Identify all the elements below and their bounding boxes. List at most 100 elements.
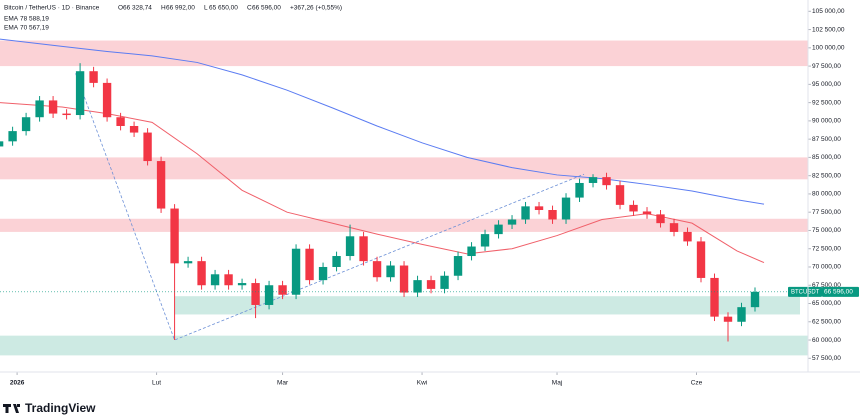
candle-body [129, 125, 139, 133]
symbol: Bitcoin / TetherUS · 1D · Binance [4, 5, 100, 12]
candle-body [548, 210, 557, 220]
y-tick-label: 97 500,00 [812, 63, 841, 70]
zone [0, 218, 808, 232]
ohlc-key: O [118, 5, 123, 12]
candle-body [210, 274, 220, 286]
candle-body [345, 236, 355, 257]
indicator-value: 70 567,19 [20, 25, 49, 32]
y-tick-label: 100 000,00 [812, 45, 845, 52]
candle-body [372, 261, 382, 278]
x-tick-label: Kwi [417, 380, 427, 387]
candle-body [561, 197, 571, 220]
candle-body [386, 265, 395, 278]
indicator-name: EMA [4, 25, 19, 32]
candle-body [413, 280, 422, 293]
candle-body [642, 211, 652, 215]
x-tick-label: Cze [691, 380, 703, 387]
y-tick-label: 102 500,00 [812, 26, 845, 33]
candle-body [750, 291, 760, 308]
branding: TradingView [3, 401, 96, 415]
ohlc-value: 66 992,00 [166, 5, 195, 12]
y-tick-label: 77 500,00 [812, 209, 841, 216]
candle-body [494, 224, 503, 235]
candle-body [399, 265, 409, 293]
candle-body [156, 161, 166, 209]
y-tick-label: 80 000,00 [812, 191, 841, 198]
candle-body [197, 261, 206, 286]
y-tick-label: 82 500,00 [812, 172, 841, 179]
candle-body [669, 223, 679, 232]
candle-body [102, 82, 112, 118]
y-tick-label: 105 000,00 [812, 8, 845, 15]
y-tick-label: 57 500,00 [812, 355, 841, 362]
candle-body [480, 234, 490, 247]
candle-body [359, 236, 368, 262]
candle-body [264, 285, 274, 305]
candle-body [710, 277, 719, 317]
candle-body [224, 274, 233, 286]
y-tick-label: 90 000,00 [812, 118, 841, 125]
ohlc-value: 66 328,74 [123, 5, 152, 12]
ema-line [0, 102, 765, 264]
candle-body [89, 71, 98, 83]
brand-name: TradingView [25, 401, 96, 415]
candle-body [8, 131, 17, 142]
candle-body [588, 177, 598, 183]
symbol-tag [788, 286, 822, 297]
y-tick-label: 60 000,00 [812, 337, 841, 344]
indicator-value: 78 588,19 [20, 16, 49, 23]
indicator-name: EMA [4, 16, 19, 23]
candle-body [615, 185, 625, 205]
y-tick-label: 92 500,00 [812, 99, 841, 106]
x-tick-label: Mar [277, 380, 289, 387]
y-tick-label: 85 000,00 [812, 154, 841, 161]
candle-body [656, 214, 665, 224]
candle-body [143, 132, 152, 162]
candle-body [696, 241, 706, 278]
ohlc-key: H [161, 5, 166, 12]
candle-body [602, 177, 611, 186]
y-tick-label: 67 500,00 [812, 282, 841, 289]
y-tick-label: 65 000,00 [812, 300, 841, 307]
candle-body [723, 316, 733, 322]
candle-body [629, 204, 638, 212]
y-tick-label: 70 000,00 [812, 264, 841, 271]
candle-body [507, 219, 517, 225]
y-tick-label: 95 000,00 [812, 81, 841, 88]
candle-body [183, 261, 193, 264]
candle-body [683, 231, 692, 242]
x-tick-label: Lut [152, 380, 161, 387]
candle-body [0, 141, 4, 147]
ema-line [0, 38, 765, 205]
change: +367,26 (+0,55%) [290, 5, 342, 12]
candle-body [291, 248, 301, 295]
candle-body [575, 182, 584, 198]
candle-body [426, 280, 436, 289]
candle-body [467, 246, 476, 257]
x-tick-label: Maj [552, 380, 562, 387]
price-tag-text: 66 596,00 [824, 289, 853, 296]
candle-body [75, 71, 85, 116]
zone [0, 157, 808, 180]
x-tick-label: 2026 [10, 380, 25, 387]
zone [174, 296, 800, 315]
candle-body [237, 283, 247, 286]
candle-body [21, 117, 31, 132]
candle-body [318, 266, 328, 281]
ohlc-key: L [204, 5, 208, 12]
candle-body [453, 256, 463, 276]
candle-body [278, 285, 287, 295]
ohlc-key: C [247, 5, 252, 12]
candle-body [440, 275, 449, 289]
candle-body [521, 206, 530, 220]
candle-body [62, 113, 71, 116]
candle-body [534, 206, 544, 211]
zone [0, 40, 808, 67]
logo [3, 404, 20, 413]
y-tick-label: 87 500,00 [812, 136, 841, 143]
candle-body [332, 256, 341, 267]
zone [0, 335, 808, 356]
ohlc-value: 66 596,00 [252, 5, 281, 12]
candle-body [35, 100, 44, 118]
